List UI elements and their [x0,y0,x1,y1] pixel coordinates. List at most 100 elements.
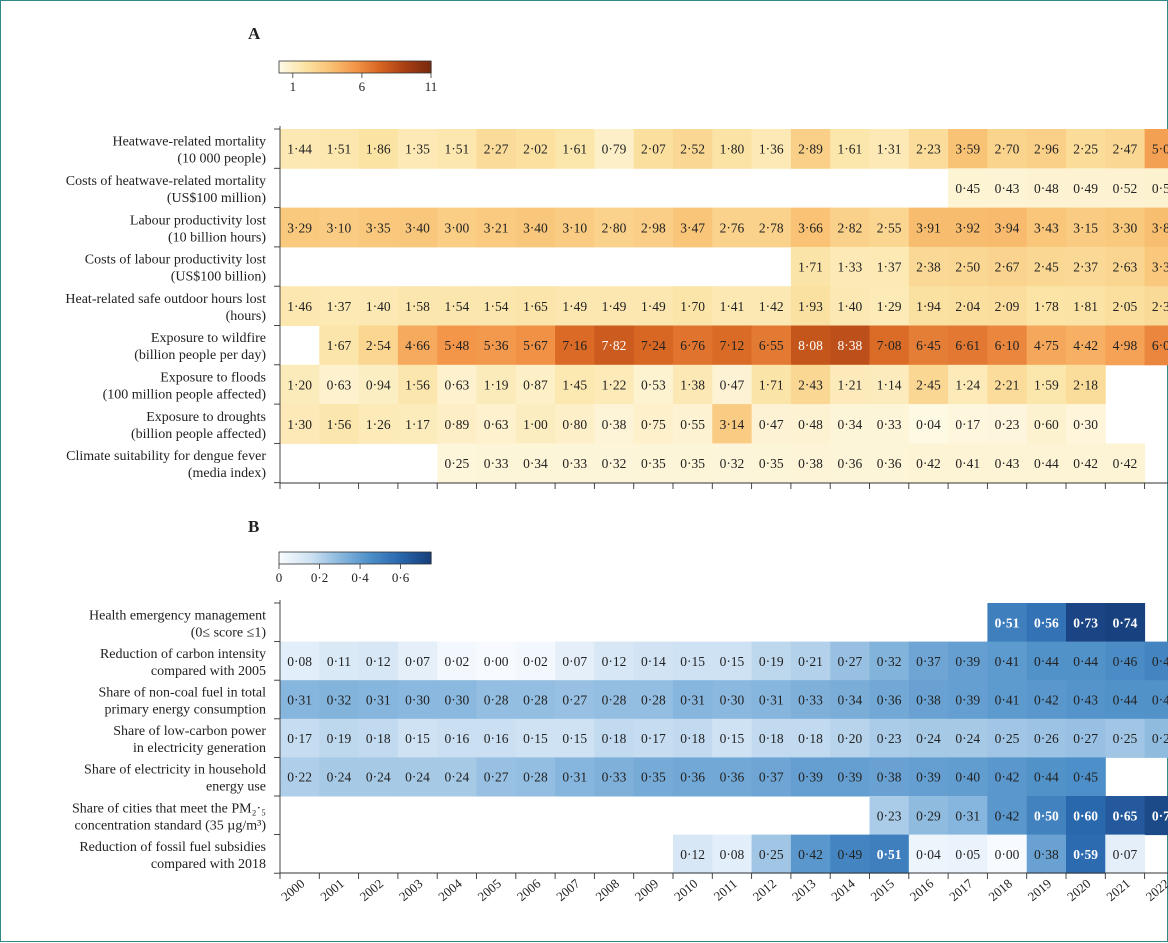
cell-value-label: 0·26 [1034,731,1059,746]
cell-value-label: 0·15 [562,731,587,746]
cell-value-label: 2·43 [798,377,823,392]
cell-value-label: 0·15 [680,654,705,669]
cell-value-label: 0·31 [680,693,705,708]
cell-value-label: 0·31 [759,693,784,708]
colorbar-segment [279,61,283,73]
colorbar-segment [304,61,308,73]
heatmap-cell [830,246,870,287]
cell-value-label: 0·31 [955,808,980,823]
heatmap-cell [1026,641,1067,681]
heatmap-cell [437,443,477,484]
cell-value-label: 3·30 [1113,220,1138,235]
colorbar-segment [370,552,374,564]
cell-value-label: 3·35 [1152,260,1168,275]
heatmap-cell [594,641,635,681]
cell-value-label: 6·76 [680,338,705,353]
heatmap-cell [280,129,320,169]
cell-value-label: 1·65 [523,299,548,314]
heatmap-cell [712,641,753,681]
cell-value-label: 0·02 [523,654,548,669]
cell-value-label: 0·38 [798,456,823,471]
cell-value-label: 0·17 [641,731,666,746]
heatmap-cell [673,286,713,326]
cell-value-label: 2·04 [955,299,980,314]
colorbar-segment [375,61,379,73]
row-label: Exposure to floods [160,370,266,385]
colorbar-segment [327,552,331,564]
heatmap-row: 3·29 3·10 3·35 3·40 3·00 3·21 3·40 3·10 2·80 2·98… [130,207,1168,248]
heatmap-cell [555,443,595,484]
colorbar-segment [355,552,359,564]
cell-value-label: 0·25 [1113,731,1138,746]
cell-value-label: 7·12 [720,338,745,353]
colorbar: 1 6 11 [278,60,437,94]
heatmap-cell [908,364,949,405]
cell-value-label: 0·27 [837,654,862,669]
heatmap-cell [1105,325,1146,366]
heatmap-cell [358,404,399,444]
heatmap-cell [1066,718,1106,758]
heatmap-row: 0·12 0·08 0·25 0·42 0·49 0·51 0·04 0·05 0·00 0·38… [79,834,1146,874]
heatmap-cell [280,757,320,797]
heatmap-cell [987,641,1028,681]
colorbar-segment [410,552,414,564]
x-tick-label: 2015 [868,876,898,904]
cell-value-label: 1·45 [562,377,587,392]
heatmap-cell [555,718,595,758]
colorbar-segment [352,61,356,73]
colorbar-segment [337,552,341,564]
heatmap-cell [594,757,635,797]
cell-value-label: 1·22 [602,377,627,392]
cell-value-label: 0·49 [837,847,862,862]
cell-value-label: 2·23 [916,142,941,157]
cell-value-label: 0·31 [287,693,312,708]
colorbar-segment [372,552,376,564]
colorbar-segment [301,61,305,73]
heatmap-cell [712,757,753,797]
x-tick-label: 2009 [632,876,662,904]
colorbar-segment [367,552,371,564]
cell-value-label: 0·42 [1073,456,1098,471]
heatmap-cell [948,796,988,836]
row-label-unit: (billion people per day) [134,348,266,363]
cell-value-label: 0·33 [484,456,509,471]
colorbar-segment [317,61,321,73]
heatmap-cell [319,718,360,758]
cell-value-label: 2·45 [1034,260,1059,275]
cell-value-label: 1·38 [680,377,705,392]
heatmap-cell [869,129,910,169]
cell-value-label: 3·40 [523,220,548,235]
colorbar-segment [289,61,293,73]
heatmap-cell [594,680,635,720]
cell-value-label: 7·82 [602,338,627,353]
row-label-unit: compared with 2005 [151,664,266,679]
heatmap-cell [790,325,831,366]
heatmap-cell [319,325,360,366]
x-tick-label: 2003 [396,876,426,904]
heatmap-cell [1026,443,1067,484]
heatmap-cell [515,443,556,484]
cell-value-label: 1·20 [287,377,312,392]
heatmap-cell [358,286,399,326]
heatmap-cell [673,325,713,366]
cell-value-label: 0·27 [562,693,587,708]
cell-value-label: 0·47 [720,377,745,392]
colorbar-segment [385,552,389,564]
cell-value-label: 3·21 [484,220,509,235]
heatmap-cell [1026,603,1067,643]
cell-value-label: 1·37 [877,260,902,275]
heatmap-cell [869,757,910,797]
cell-value-label: 1·56 [327,417,352,432]
heatmap-cell [594,286,635,326]
colorbar-segment [380,552,384,564]
panel-B: B 0 0·2 0·4 0·6 0·51 0·56 0·73 0·74 Health emerge… [72,517,1168,904]
heatmap-cell [280,641,320,681]
heatmap-cell [1066,796,1106,836]
cell-value-label: 2·76 [720,220,745,235]
cell-value-label: 3·47 [680,220,705,235]
colorbar-segment [418,552,422,564]
cell-value-label: 2·55 [877,220,902,235]
cell-value-label: 1·59 [1034,377,1059,392]
cell-value-label: 0·59 [1073,847,1098,862]
heatmap-cell [1144,246,1168,287]
